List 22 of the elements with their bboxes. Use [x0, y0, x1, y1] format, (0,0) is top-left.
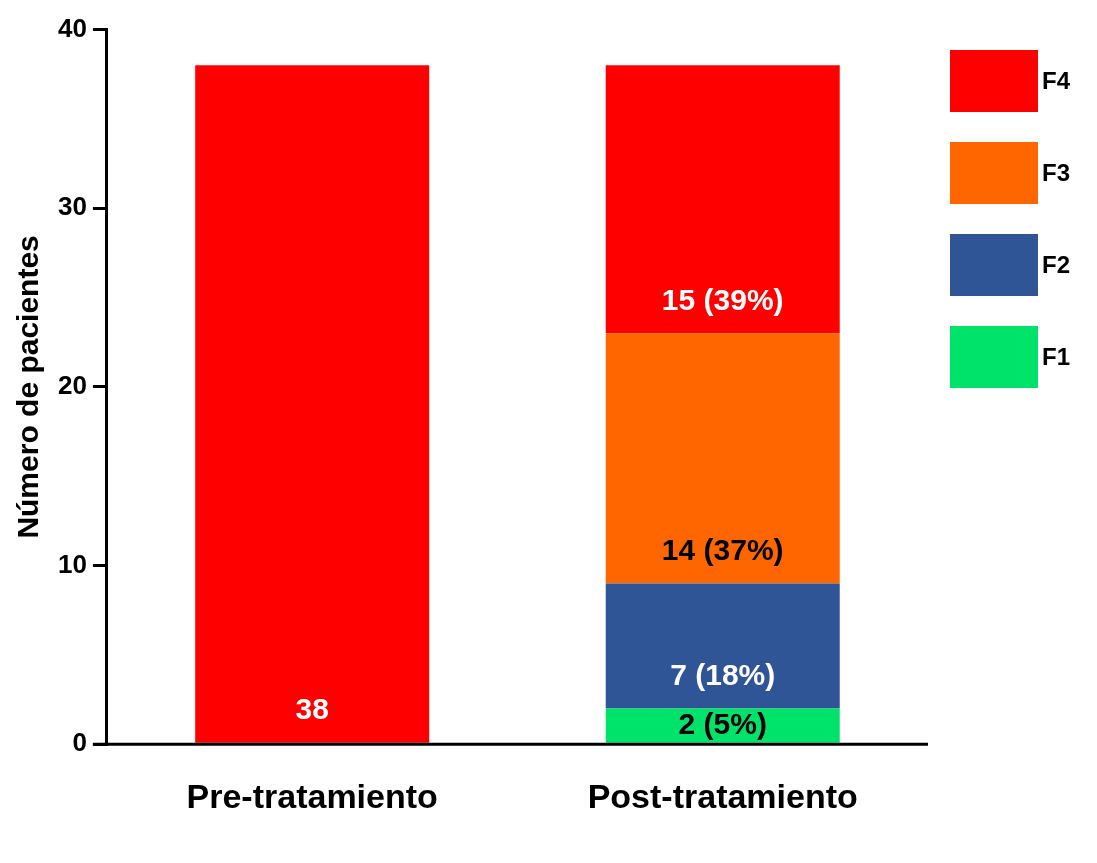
- x-tick-label: Pre-tratamiento: [186, 776, 438, 815]
- y-tick-label: 10: [58, 548, 87, 579]
- bar: [605, 333, 840, 584]
- data-label: 38: [295, 691, 329, 725]
- data-label: 2 (5%): [678, 706, 767, 740]
- data-label: 7 (18%): [670, 657, 776, 691]
- bar: [195, 65, 430, 743]
- bar: [605, 583, 840, 709]
- data-label: 14 (37%): [661, 532, 784, 566]
- text: F2: [1042, 251, 1071, 279]
- bar: [605, 708, 840, 743]
- text: F3: [1042, 159, 1071, 187]
- bar: [605, 65, 840, 334]
- text: F1: [1042, 343, 1071, 371]
- y-tick-label: 40: [58, 12, 87, 43]
- y-tick-label: 0: [72, 727, 87, 758]
- y-tick-label: 20: [58, 370, 87, 401]
- x-tick-label: Post-tratamiento: [587, 776, 858, 815]
- data-label: 15 (39%): [661, 282, 784, 316]
- y-axis-title: Número de pacientes: [11, 235, 45, 539]
- y-tick-label: 30: [58, 191, 87, 222]
- text: F4: [1042, 67, 1071, 95]
